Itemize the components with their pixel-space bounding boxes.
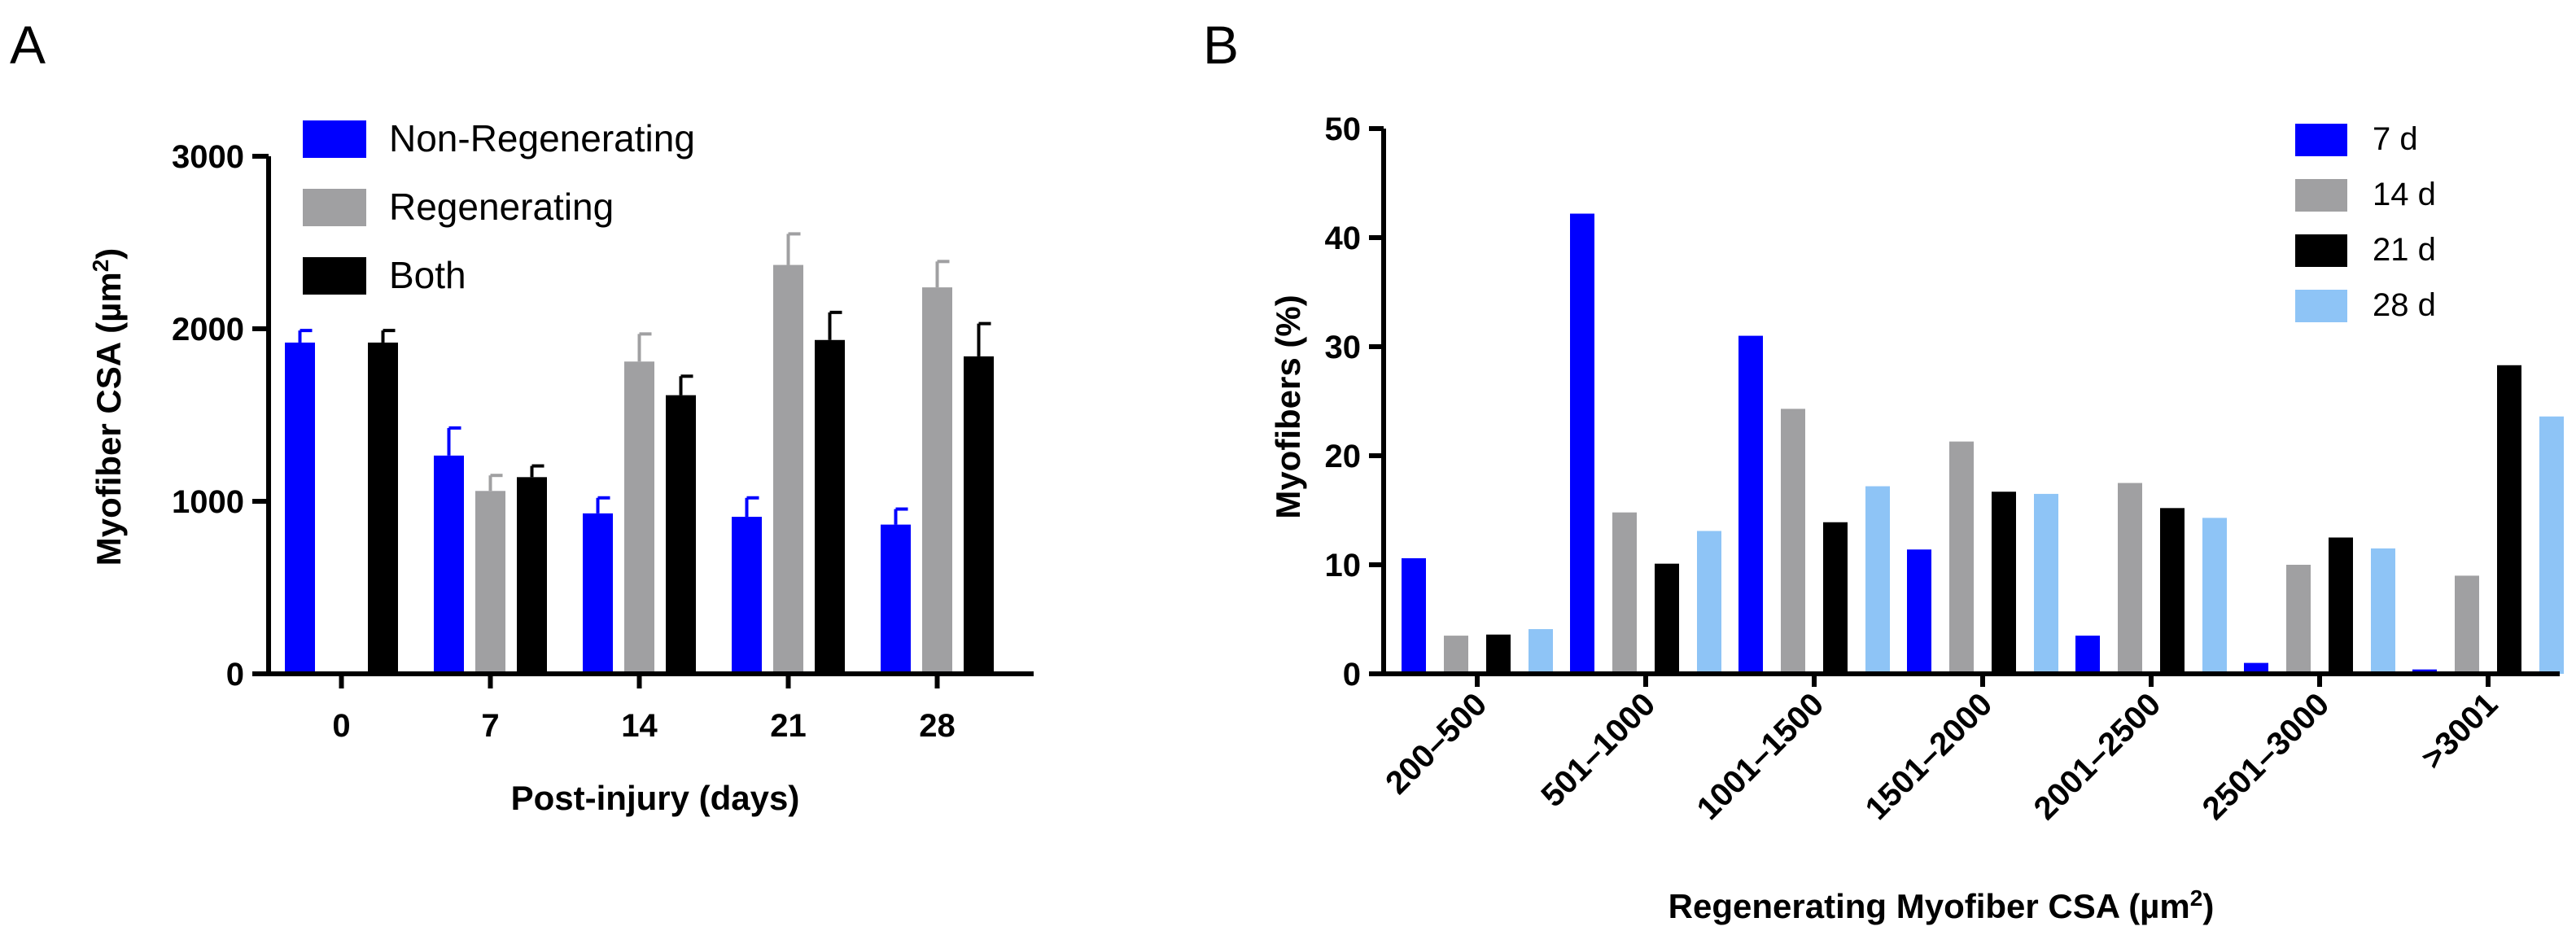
bar-14-d-1001-1500 [1781, 409, 1805, 674]
chart-b-y-ticks: 0 10 20 30 40 50 [1325, 111, 1384, 693]
chart-a-y-tick-label: 1000 [172, 484, 244, 520]
chart-b-x-tick-label: 2001–2500 [2027, 686, 2168, 827]
bar-28-d-1501-2000 [2034, 493, 2058, 674]
bar-28-d-2501-3000 [2371, 548, 2395, 674]
chart-b-y-tick-label: 30 [1325, 330, 1362, 365]
legend-swatch-non-regenerating [303, 120, 366, 158]
chart-a-x-tick-label: 14 [621, 708, 658, 744]
legend-swatch-14-d [2295, 179, 2347, 212]
bar-non-regenerating-21 [732, 517, 762, 674]
bar-21-d-1001-1500 [1823, 522, 1848, 674]
bar-21-d-501-1000 [1655, 563, 1679, 674]
legend-swatch-28-d [2295, 290, 2347, 322]
bar-7-d-1501-2000 [1907, 549, 1931, 674]
bar-7-d-501-1000 [1570, 213, 1594, 674]
bar-regenerating-21 [773, 264, 803, 674]
bar-21-d-2001-2500 [2160, 508, 2185, 674]
legend-label-28-d: 28 d [2373, 287, 2436, 323]
bar-7-d-2001-2500 [2075, 636, 2100, 674]
chart-a-x-axis-title: Post-injury (days) [511, 779, 800, 817]
chart-b-x-tick-label: 1001–1500 [1690, 686, 1831, 827]
bar-regenerating-28 [922, 287, 952, 674]
legend-label-both: Both [389, 254, 466, 296]
chart-b-x-tick-label: 501–1000 [1534, 686, 1662, 814]
bar-both-21 [815, 339, 845, 674]
bar-7-d-2501-3000 [2244, 662, 2268, 674]
chart-a-x-tick-label: 21 [770, 708, 807, 744]
chart-b-y-axis-title: Myofibers (%) [1269, 295, 1307, 518]
chart-b-axes [1381, 129, 2560, 676]
bar-non-regenerating-14 [583, 513, 613, 674]
chart-a-y-ticks: 0 1000 2000 3000 [172, 139, 269, 693]
chart-b-y-tick-label: 40 [1325, 221, 1362, 256]
bar-regenerating-14 [624, 361, 654, 674]
legend-swatch-7-d [2295, 124, 2347, 156]
chart-a-y-tick-label: 3000 [172, 139, 244, 175]
bar-14-d-2001-2500 [2118, 483, 2142, 674]
bar-both-28 [964, 356, 994, 674]
chart-a-y-axis-title: Myofiber CSA (µm2) [88, 248, 129, 566]
bar-21-d-3001 [2497, 365, 2521, 674]
chart-a-x-ticks: 0 7 14 21 28 [332, 674, 956, 744]
legend-swatch-both [303, 257, 366, 295]
chart-a-y-tick-label: 2000 [172, 312, 244, 347]
bar-21-d-200-500 [1486, 634, 1511, 674]
chart-b-x-tick-label: 200–500 [1379, 686, 1494, 801]
chart-a-x-tick-label: 7 [481, 708, 499, 744]
legend-label-non-regenerating: Non-Regenerating [389, 117, 695, 160]
chart-b: Myofibers (%) Regenerating Myofiber CSA … [1269, 111, 2564, 925]
chart-a-x-tick-label: 0 [332, 708, 350, 744]
chart-a-y-tick-label: 0 [226, 657, 244, 693]
chart-b-x-tick-label: 1501–2000 [1859, 686, 2000, 827]
bar-regenerating-7 [475, 491, 505, 674]
bar-both-14 [666, 395, 696, 674]
bar-21-d-2501-3000 [2329, 537, 2353, 674]
panel-label-a: A [10, 15, 46, 75]
chart-a-bars [285, 232, 994, 674]
bar-28-d-3001 [2539, 416, 2564, 674]
chart-b-legend: 7 d 14 d 21 d 28 d [2295, 121, 2436, 323]
chart-a-axes [266, 156, 1034, 676]
bar-14-d-501-1000 [1612, 512, 1637, 674]
legend-label-21-d: 21 d [2373, 232, 2436, 268]
bar-21-d-1501-2000 [1992, 492, 2016, 674]
chart-b-y-tick-label: 0 [1343, 657, 1361, 693]
chart-a-x-tick-label: 28 [919, 708, 956, 744]
bar-7-d-200-500 [1402, 557, 1426, 674]
bar-non-regenerating-7 [434, 455, 464, 674]
chart-b-x-tick-label: 2501–3000 [2196, 686, 2337, 827]
legend-label-14-d: 14 d [2373, 177, 2436, 212]
chart-b-x-axis-title: Regenerating Myofiber CSA (µm2) [1668, 885, 2215, 926]
panel-label-b: B [1203, 15, 1239, 75]
legend-label-regenerating: Regenerating [389, 186, 614, 228]
bar-28-d-1001-1500 [1865, 486, 1890, 674]
bar-28-d-501-1000 [1697, 531, 1721, 674]
bar-28-d-2001-2500 [2202, 518, 2227, 674]
legend-swatch-21-d [2295, 234, 2347, 267]
bar-both-0 [368, 342, 398, 674]
bar-non-regenerating-28 [881, 524, 911, 674]
legend-swatch-regenerating [303, 189, 366, 226]
bar-14-d-3001 [2455, 575, 2479, 674]
bar-28-d-200-500 [1529, 629, 1553, 674]
bar-7-d-1001-1500 [1738, 335, 1763, 674]
chart-b-bars [1402, 213, 2564, 674]
bar-14-d-2501-3000 [2286, 565, 2311, 674]
bar-14-d-1501-2000 [1949, 441, 1974, 674]
legend-label-7-d: 7 d [2373, 121, 2418, 157]
bar-14-d-200-500 [1444, 636, 1468, 674]
bar-non-regenerating-0 [285, 342, 315, 674]
chart-a: Myofiber CSA (µm2) Post-injury (days) No… [88, 117, 1034, 817]
bar-both-7 [517, 477, 547, 674]
chart-a-legend: Non-Regenerating Regenerating Both [303, 117, 695, 296]
chart-b-y-tick-label: 50 [1325, 111, 1362, 147]
chart-b-y-tick-label: 20 [1325, 439, 1362, 474]
chart-b-x-ticks: 200–500 501–1000 1001–1500 1501–2000 2001–25… [1379, 674, 2504, 827]
chart-b-y-tick-label: 10 [1325, 548, 1362, 583]
chart-b-x-tick-label: >3001 [2415, 686, 2505, 776]
